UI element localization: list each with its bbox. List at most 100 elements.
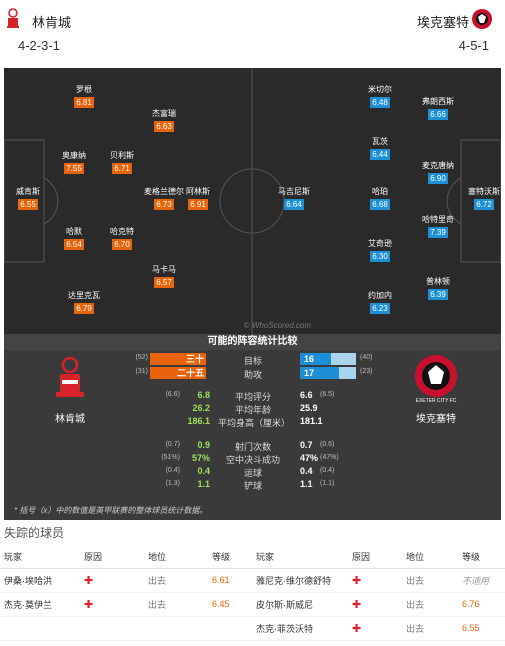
col-player-away: 玩家	[252, 546, 348, 569]
home-bar-fill	[150, 353, 206, 365]
away-player[interactable]: 哈珀 6.68	[350, 186, 410, 210]
away-missing-player[interactable]: 雅尼克·维尔德舒特	[256, 575, 331, 586]
home-player[interactable]: 哈克特 6.70	[92, 226, 152, 250]
player-name[interactable]: 罗根	[76, 85, 92, 94]
player-name[interactable]: 达里克瓦	[68, 291, 100, 300]
player-rating: 6.79	[74, 303, 94, 314]
player-name[interactable]: 马卡马	[152, 265, 176, 274]
away-player[interactable]: 普林顿 6.39	[408, 276, 468, 300]
missing-players-table: 玩家 原因 地位 等级 玩家 原因 地位 等级 伊桑·埃哈洪 ✚ 出去 6.61 雅尼克…	[0, 546, 505, 641]
player-rating: 6.57	[154, 277, 174, 288]
away-player[interactable]: 马吉尼斯 6.64	[264, 186, 324, 210]
exeter-large-crest-icon	[415, 355, 457, 397]
home-player[interactable]: 麦格兰德尔 6.73	[134, 186, 194, 210]
lincoln-crest-icon	[7, 8, 19, 28]
away-player[interactable]: 哈特里奇 7.39	[408, 214, 468, 238]
stat-label: 平均身高（厘米）	[218, 418, 291, 428]
player-name[interactable]: 哈克特	[110, 227, 134, 236]
pitch: 罗根 6.81 杰富瑞 6.63 奥康纳 7.55 贝利斯 6.71 威肯斯 6.55 麦格兰德尔 6…	[4, 68, 501, 334]
player-rating: 7.39	[428, 227, 448, 238]
pitch-lines	[4, 68, 501, 334]
player-name[interactable]: 约加内	[368, 291, 392, 300]
lincoln-large-crest-icon	[56, 356, 84, 397]
player-name[interactable]: 威肯斯	[16, 187, 40, 196]
player-rating: 6.55	[18, 199, 38, 210]
watermark: © WhoScored.com	[243, 321, 311, 330]
stat-label: 射门次数	[234, 442, 271, 452]
away-player[interactable]: 艾奇逊 6.30	[350, 238, 410, 262]
col-rating: 等级	[208, 546, 252, 569]
away-missing-player[interactable]: 杰克·菲茨沃特	[256, 623, 313, 634]
player-rating: 6.66	[428, 109, 448, 120]
home-missing-status: 出去	[148, 575, 167, 586]
home-player[interactable]: 马卡马 6.57	[134, 264, 194, 288]
table-cell: 出去	[402, 616, 458, 641]
away-team-name[interactable]: 埃克塞特	[416, 15, 469, 30]
away-player[interactable]: 瓦茨 6.44	[350, 136, 410, 160]
away-stat-value: 0.4	[300, 466, 313, 476]
player-name[interactable]: 杰富瑞	[152, 109, 176, 118]
stats-home-name: 林肯城	[55, 414, 85, 425]
player-name[interactable]: 塞特沃斯	[468, 187, 500, 196]
player-name[interactable]: 麦克唐纳	[422, 161, 454, 170]
home-player[interactable]: 奥康纳 7.55	[44, 150, 104, 174]
home-prev-value: (0.4)	[165, 467, 180, 474]
home-prev-value: (0.7)	[165, 441, 180, 448]
lineup-stats-comparison: 可能的阵容统计比较 林肯城 EXETER CITY FC 埃克塞特 (52) 三十…	[4, 334, 501, 520]
home-player[interactable]: 威肯斯 6.55	[4, 186, 58, 210]
table-cell: 6.45	[208, 592, 252, 617]
table-cell	[144, 616, 208, 641]
away-prev-value: (0.4)	[320, 467, 335, 474]
away-player[interactable]: 米切尔 6.48	[350, 84, 410, 108]
player-name[interactable]: 普林顿	[426, 277, 450, 286]
player-name[interactable]: 阿林斯	[186, 187, 210, 196]
home-team-name[interactable]: 林肯城	[32, 15, 72, 30]
home-player[interactable]: 达里克瓦 6.79	[54, 290, 114, 314]
away-player[interactable]: 麦克唐纳 6.90	[408, 160, 468, 184]
player-name[interactable]: 麦格兰德尔	[144, 187, 184, 196]
away-stat-value: 1.1	[300, 479, 313, 489]
away-missing-rating: 不适用	[462, 575, 490, 586]
player-rating: 6.54	[64, 239, 84, 250]
exeter-crest-label: EXETER CITY FC	[415, 398, 457, 404]
stat-label: 平均评分	[234, 392, 271, 402]
player-name[interactable]: 米切尔	[368, 85, 392, 94]
player-name[interactable]: 弗朗西斯	[422, 97, 454, 106]
table-cell: 杰克·菲茨沃特	[252, 616, 348, 641]
player-rating: 6.44	[370, 149, 390, 160]
away-player[interactable]: 弗朗西斯 6.66	[408, 96, 468, 120]
away-formation: 4-5-1	[458, 38, 489, 53]
away-missing-status: 出去	[406, 623, 425, 634]
reason-cell	[80, 616, 144, 641]
home-player[interactable]: 杰富瑞 6.63	[134, 108, 194, 132]
player-name[interactable]: 艾奇逊	[368, 239, 392, 248]
away-prev-value: (0.6)	[320, 441, 335, 448]
player-name[interactable]: 奥康纳	[62, 151, 86, 160]
away-prev-value: (6.5)	[320, 391, 335, 398]
stats-away-name: 埃克塞特	[416, 414, 456, 425]
away-player[interactable]: 塞特沃斯 6.72	[454, 186, 501, 210]
home-player[interactable]: 贝利斯 6.71	[92, 150, 152, 174]
player-name[interactable]: 马吉尼斯	[278, 187, 310, 196]
player-name[interactable]: 哈特里奇	[422, 215, 454, 224]
col-reason: 原因	[80, 546, 144, 569]
away-missing-player[interactable]: 皮尔斯·斯威尼	[256, 599, 313, 610]
home-player[interactable]: 哈默 6.54	[44, 226, 104, 250]
home-player[interactable]: 罗根 6.81	[54, 84, 114, 108]
stats-title: 可能的阵容统计比较	[4, 334, 501, 350]
player-name[interactable]: 哈珀	[372, 187, 388, 196]
home-prev-value: (6.6)	[165, 391, 180, 398]
home-player[interactable]: 阿林斯 6.91	[168, 186, 228, 210]
away-stat-value: 47%	[300, 453, 319, 463]
home-missing-rating: 6.45	[212, 599, 230, 609]
home-bar-fill	[150, 367, 206, 379]
away-player[interactable]: 约加内 6.23	[350, 290, 410, 314]
player-name[interactable]: 哈默	[66, 227, 82, 236]
away-prev-value: (1.1)	[320, 480, 335, 487]
player-rating: 6.63	[154, 121, 174, 132]
player-name[interactable]: 贝利斯	[110, 151, 134, 160]
player-name[interactable]: 瓦茨	[372, 137, 388, 146]
home-missing-player[interactable]: 伊桑·埃哈洪	[4, 575, 52, 586]
table-row: 伊桑·埃哈洪 ✚ 出去 6.61 雅尼克·维尔德舒特 ✚ 出去 不适用	[0, 568, 505, 593]
home-missing-player[interactable]: 杰克·莫伊兰	[4, 599, 52, 610]
